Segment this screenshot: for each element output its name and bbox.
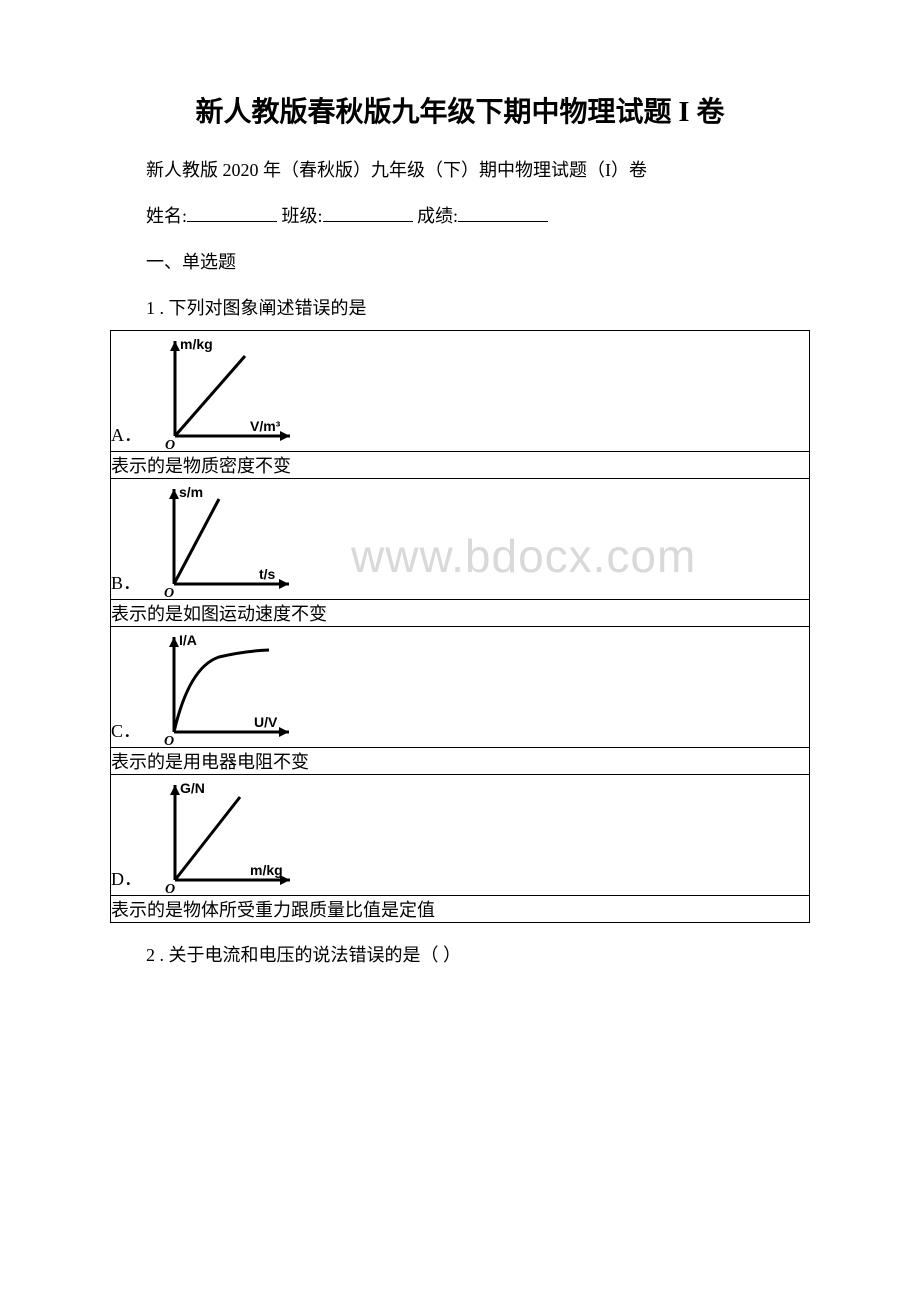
option-b-caption: 表示的是如图运动速度不变 — [111, 600, 810, 627]
svg-text:V/m³: V/m³ — [250, 418, 281, 434]
svg-text:I/A: I/A — [179, 632, 197, 648]
section-heading: 一、单选题 — [110, 248, 810, 274]
option-c-letter: C． — [111, 717, 141, 747]
graph-a: m/kg V/m³ O — [150, 331, 300, 451]
option-b-row: B． s/m t/s O — [111, 479, 809, 599]
option-c-caption: 表示的是用电器电阻不变 — [111, 748, 810, 775]
name-label: 姓名: — [146, 206, 187, 226]
svg-text:G/N: G/N — [180, 780, 205, 796]
option-a-row: A． m/kg V/m³ O — [111, 331, 809, 451]
score-blank[interactable] — [458, 204, 548, 222]
name-blank[interactable] — [187, 204, 277, 222]
svg-text:s/m: s/m — [179, 484, 203, 500]
class-label: 班级: — [282, 206, 323, 226]
svg-text:O: O — [165, 438, 175, 451]
option-b-letter: B． — [111, 569, 141, 599]
svg-text:t/s: t/s — [259, 566, 276, 582]
q2-stem: 2 . 关于电流和电压的说法错误的是（ ） — [110, 941, 810, 967]
option-a-letter: A． — [111, 421, 142, 451]
option-d-letter: D． — [111, 865, 142, 895]
q1-stem: 1 . 下列对图象阐述错误的是 — [110, 294, 810, 320]
svg-text:U/V: U/V — [254, 714, 278, 730]
subtitle: 新人教版 2020 年（春秋版）九年级（下）期中物理试题（I）卷 — [110, 156, 810, 182]
q1-options-table: A． m/kg V/m³ O 表示的是物质密度不变 www.bdocx.com … — [110, 330, 810, 923]
page-title: 新人教版春秋版九年级下期中物理试题 I 卷 — [110, 90, 810, 130]
option-a-caption: 表示的是物质密度不变 — [111, 452, 810, 479]
svg-text:m/kg: m/kg — [180, 336, 213, 352]
svg-text:O: O — [164, 734, 174, 747]
svg-text:m/kg: m/kg — [250, 862, 283, 878]
graph-c: I/A U/V O — [149, 627, 299, 747]
svg-text:O: O — [164, 586, 174, 599]
graph-b: s/m t/s O — [149, 479, 299, 599]
class-blank[interactable] — [323, 204, 413, 222]
form-line: 姓名: 班级: 成绩: — [110, 202, 810, 228]
graph-d: G/N m/kg O — [150, 775, 300, 895]
svg-text:O: O — [165, 882, 175, 895]
score-label: 成绩: — [417, 206, 458, 226]
option-d-row: D． G/N m/kg O — [111, 775, 809, 895]
option-d-caption: 表示的是物体所受重力跟质量比值是定值 — [111, 896, 810, 923]
option-c-row: C． I/A U/V O — [111, 627, 809, 747]
